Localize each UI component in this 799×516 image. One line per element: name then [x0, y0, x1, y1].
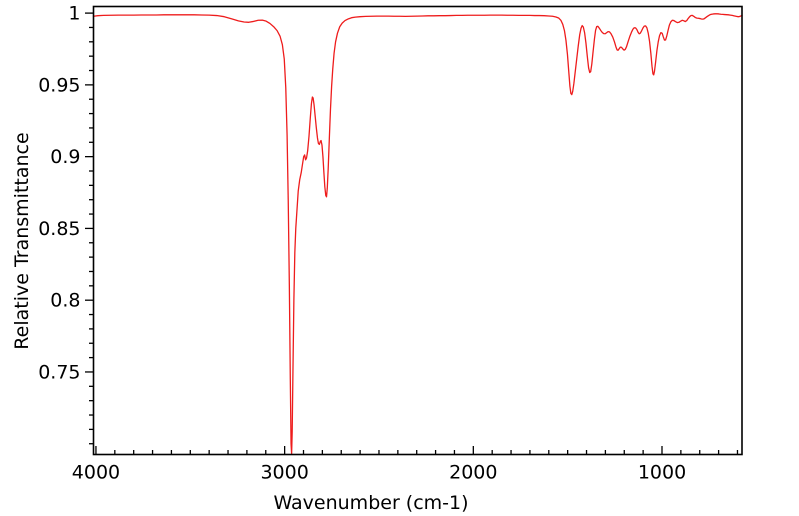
spectrum-line — [92, 13, 743, 455]
y-tick-label: 0.95 — [38, 74, 80, 96]
y-tick-label: 0.75 — [38, 361, 80, 383]
x-tick-label: 1000 — [638, 462, 686, 484]
y-tick-label: 0.85 — [38, 218, 80, 240]
x-tick-label: 4000 — [72, 462, 120, 484]
y-tick-label: 0.9 — [50, 146, 80, 168]
y-tick-label: 1 — [68, 3, 80, 25]
y-axis-title: Relative Transmittance — [11, 132, 33, 350]
y-tick-label: 0.8 — [50, 290, 80, 312]
x-tick-label: 2000 — [449, 462, 497, 484]
x-tick-label: 3000 — [260, 462, 308, 484]
plot-frame — [92, 5, 743, 456]
x-axis-title: Wavenumber (cm-1) — [273, 492, 469, 514]
